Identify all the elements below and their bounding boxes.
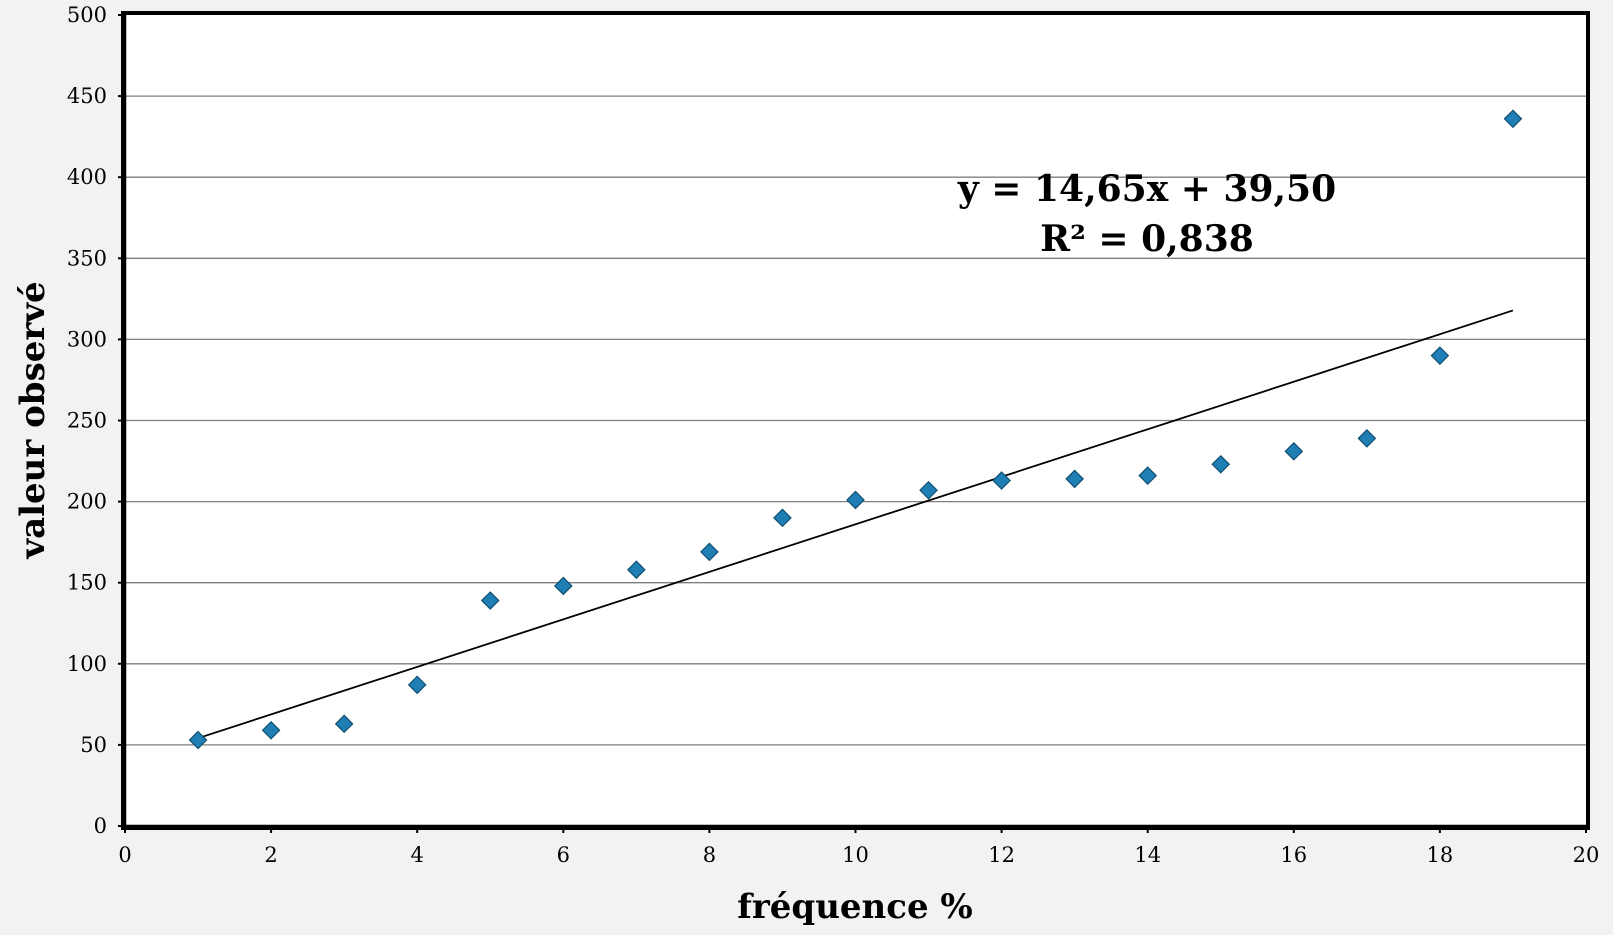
data-point <box>700 542 719 562</box>
y-tick-label: 150 <box>67 571 107 595</box>
data-point <box>1430 346 1450 365</box>
y-tick-label: 400 <box>67 165 107 189</box>
trendline <box>197 309 1514 740</box>
x-axis-ticks: 0 2 4 6 8 10 12 14 16 18 20 <box>118 826 1599 867</box>
x-tick-label: 16 <box>1280 843 1307 867</box>
x-tick-label: 4 <box>411 843 424 867</box>
x-tick-label: 12 <box>988 843 1015 867</box>
data-point <box>773 508 792 528</box>
data-point <box>846 490 865 510</box>
data-point <box>407 675 427 695</box>
y-tick-label: 0 <box>94 814 107 838</box>
y-tick-label: 500 <box>67 3 107 27</box>
y-tick-label: 100 <box>67 652 107 676</box>
data-point <box>1284 441 1304 461</box>
x-tick-label: 6 <box>557 843 570 867</box>
trendline-equation: y = 14,65x + 39,50 <box>957 168 1336 210</box>
x-tick-label: 10 <box>842 843 869 867</box>
x-tick-label: 0 <box>118 843 131 867</box>
y-tick-label: 450 <box>67 84 107 108</box>
x-tick-label: 14 <box>1134 843 1161 867</box>
x-tick-label: 18 <box>1427 843 1454 867</box>
data-point <box>1211 454 1231 474</box>
data-point <box>334 714 354 734</box>
data-point <box>553 576 573 596</box>
x-tick-label: 20 <box>1573 843 1600 867</box>
data-points <box>188 109 1523 750</box>
data-point <box>919 480 938 500</box>
data-point <box>1357 428 1377 448</box>
y-tick-label: 300 <box>67 327 107 351</box>
data-point <box>188 730 208 750</box>
data-point <box>480 591 500 610</box>
x-tick-label: 8 <box>703 843 716 867</box>
y-tick-label: 50 <box>80 733 107 757</box>
gridlines <box>125 95 1586 746</box>
y-tick-label: 350 <box>67 246 107 270</box>
y-tick-label: 250 <box>67 409 107 433</box>
data-point <box>261 720 281 740</box>
data-point <box>1138 466 1158 485</box>
data-point <box>1065 469 1084 489</box>
x-axis-title: fréquence % <box>737 887 973 927</box>
trendline-r-squared: R² = 0,838 <box>1040 218 1254 260</box>
trendline-group <box>197 309 1514 740</box>
data-point <box>1503 109 1523 129</box>
y-axis-title: valeur observé <box>13 281 53 559</box>
data-point <box>992 471 1011 490</box>
y-axis-ticks: 0 50 100 150 200 250 300 350 400 450 500 <box>67 3 125 838</box>
x-tick-label: 2 <box>264 843 277 867</box>
data-point <box>627 560 646 580</box>
y-tick-label: 200 <box>67 490 107 514</box>
